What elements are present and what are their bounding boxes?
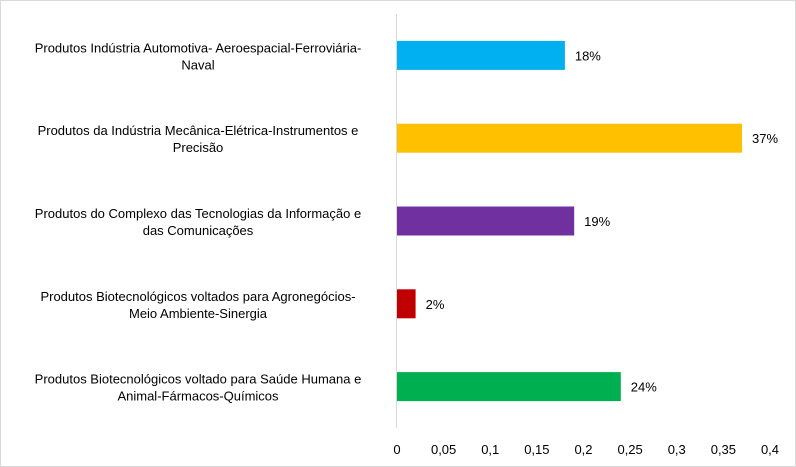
bar-4	[397, 372, 621, 402]
data-label-0: 18%	[575, 48, 601, 63]
x-tick-labels: 0 0,05 0,1 0,15 0,2 0,25 0,3 0,35 0,4	[393, 442, 779, 457]
x-tick-label-4: 0,2	[574, 442, 592, 457]
x-tick-label-6: 0,3	[668, 442, 686, 457]
category-label-line: Produtos Indústria Automotiva- Aeroespac…	[35, 40, 362, 55]
category-label-line: Animal-Fármacos-Químicos	[117, 389, 279, 404]
category-label-line: Produtos Biotecnológicos voltados para A…	[40, 289, 355, 304]
data-label-2: 19%	[584, 214, 610, 229]
x-tick-label-2: 0,1	[481, 442, 499, 457]
category-label-line: Produtos Biotecnológicos voltado para Sa…	[35, 372, 362, 387]
bar-0	[397, 40, 565, 70]
x-tick-label-5: 0,25	[617, 442, 642, 457]
category-label-line: Produtos da Indústria Mecânica-Elétrica-…	[38, 123, 359, 138]
category-label-4: Produtos Biotecnológicos voltado para Sa…	[35, 372, 362, 404]
category-label-line: Naval	[181, 57, 214, 72]
category-label-0: Produtos Indústria Automotiva- Aeroespac…	[35, 40, 362, 72]
category-label-line: das Comunicações	[143, 223, 254, 238]
bar-2	[397, 206, 575, 236]
x-tick-label-7: 0,35	[711, 442, 736, 457]
data-label-1: 37%	[752, 131, 778, 146]
category-label-line: Precisão	[173, 140, 224, 155]
x-tick-label-1: 0,05	[431, 442, 456, 457]
category-label-line: Produtos do Complexo das Tecnologias da …	[35, 206, 361, 221]
bar-3	[397, 289, 416, 319]
category-label-1: Produtos da Indústria Mecânica-Elétrica-…	[38, 123, 359, 155]
x-tick-label-8: 0,4	[761, 442, 779, 457]
x-tick-label-0: 0	[393, 442, 400, 457]
x-tick-label-3: 0,15	[524, 442, 549, 457]
bars-layer	[397, 40, 742, 402]
category-label-3: Produtos Biotecnológicos voltados para A…	[40, 289, 355, 321]
data-label-3: 2%	[426, 297, 445, 312]
category-label-2: Produtos do Complexo das Tecnologias da …	[35, 206, 361, 238]
category-label-line: Meio Ambiente-Sinergia	[129, 306, 268, 321]
data-labels: 18% 37% 19% 2% 24%	[426, 48, 779, 394]
category-labels: Produtos Indústria Automotiva- Aeroespac…	[35, 40, 362, 403]
bar-1	[397, 123, 742, 153]
data-label-4: 24%	[631, 380, 657, 395]
